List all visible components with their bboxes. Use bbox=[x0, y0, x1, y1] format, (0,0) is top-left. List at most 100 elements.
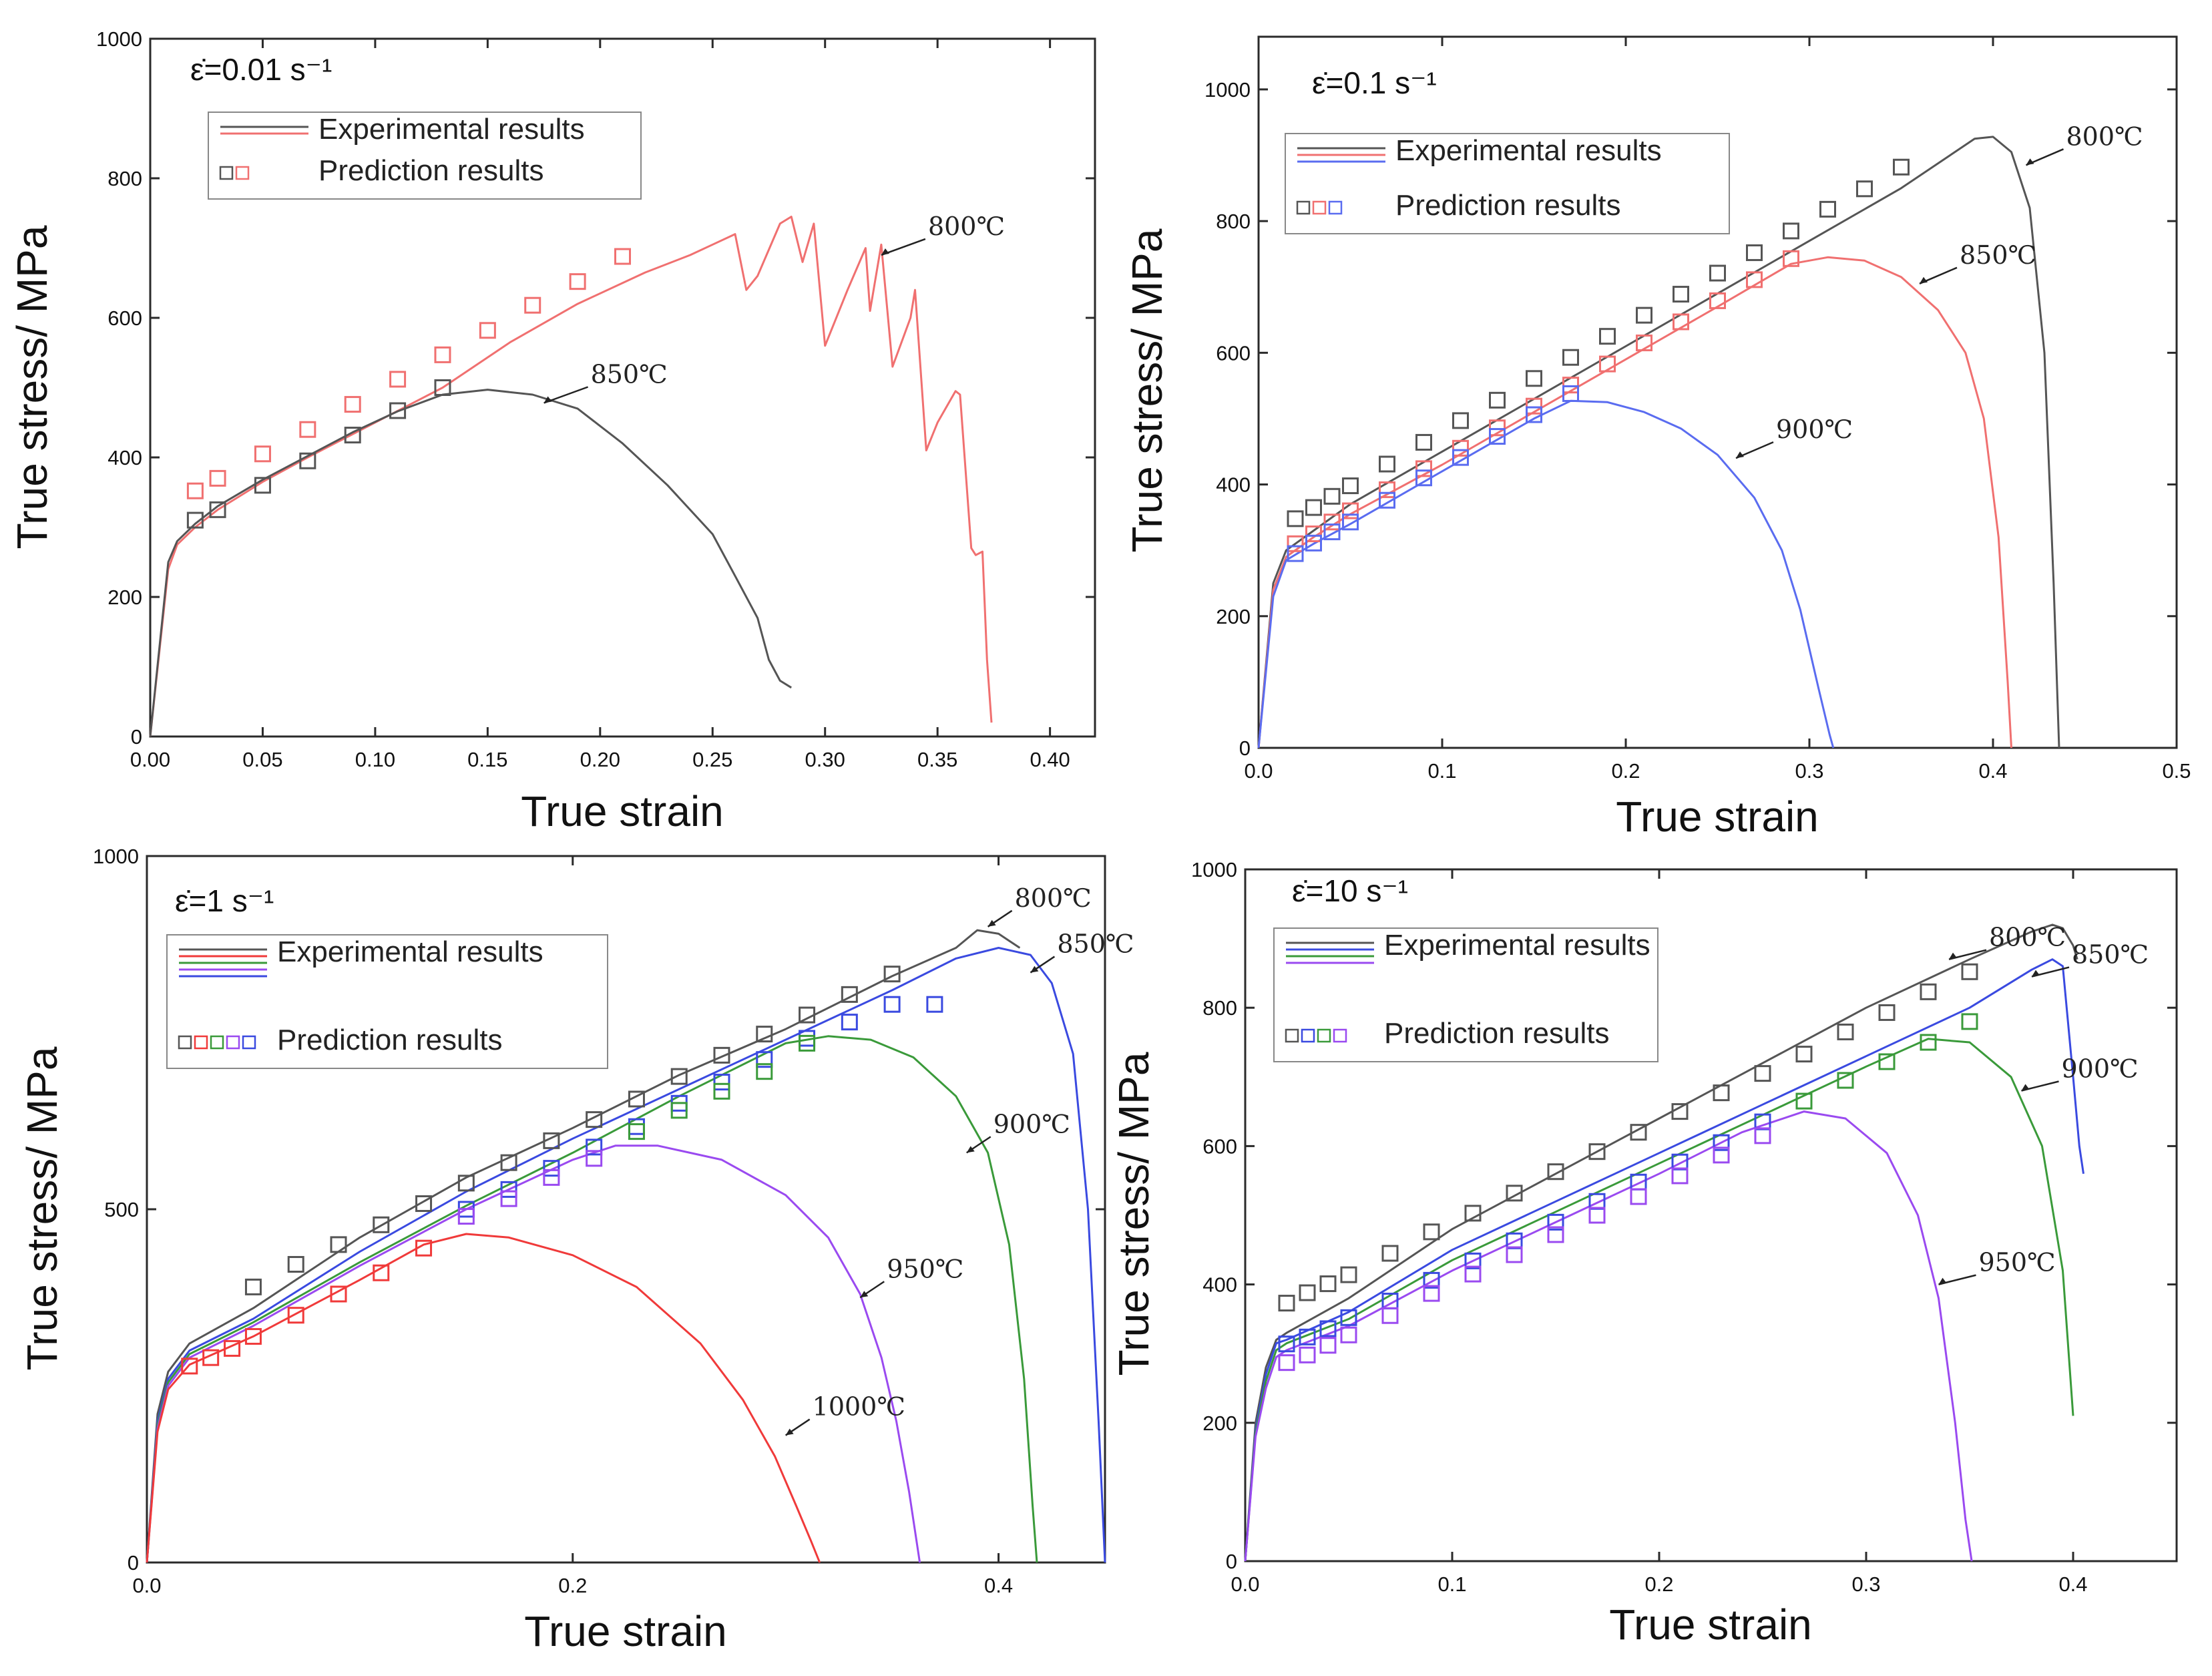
arrow-head bbox=[2032, 970, 2040, 977]
arrow-head bbox=[2021, 1084, 2030, 1091]
prediction-marker bbox=[1415, 469, 1432, 487]
y-axis-label: True stress/ MPa bbox=[1110, 1052, 1158, 1376]
x-tick-label: 0.5 bbox=[2162, 759, 2191, 783]
x-axis-label: True strain bbox=[524, 1607, 727, 1655]
prediction-marker bbox=[1299, 1328, 1316, 1345]
prediction-marker bbox=[299, 452, 316, 469]
y-tick-label: 600 bbox=[1202, 1134, 1237, 1158]
prediction-marker bbox=[202, 1349, 220, 1366]
prediction-marker bbox=[1278, 1354, 1295, 1372]
prediction-marker bbox=[1783, 222, 1799, 240]
prediction-marker bbox=[756, 1051, 773, 1068]
prediction-marker bbox=[389, 402, 407, 419]
prediction-marker bbox=[287, 1256, 304, 1273]
prediction-marker bbox=[756, 1063, 773, 1080]
x-tick-label: 0.0 bbox=[132, 1574, 161, 1597]
x-tick-label: 0.40 bbox=[1030, 748, 1070, 771]
prediction-marker bbox=[628, 1123, 645, 1140]
experimental-curve-800℃ bbox=[146, 929, 1021, 1563]
prediction-marker bbox=[713, 1074, 730, 1091]
arrow-head bbox=[1030, 966, 1039, 973]
experimental-curve-900℃ bbox=[146, 1035, 1038, 1563]
prediction-marker bbox=[1489, 428, 1506, 445]
prediction-marker bbox=[500, 1190, 517, 1207]
prediction-marker bbox=[1323, 513, 1341, 531]
prediction-marker bbox=[1381, 1307, 1399, 1324]
prediction-marker bbox=[799, 1006, 816, 1024]
prediction-marker bbox=[500, 1181, 517, 1198]
prediction-marker bbox=[1506, 1185, 1523, 1202]
arrow-head bbox=[881, 248, 889, 255]
y-tick-label: 600 bbox=[107, 306, 142, 330]
prediction-marker bbox=[883, 966, 901, 983]
arrow-head bbox=[860, 1291, 869, 1298]
prediction-marker bbox=[543, 1132, 560, 1149]
x-axis-label: True strain bbox=[1616, 793, 1819, 841]
prediction-marker bbox=[500, 1154, 517, 1171]
annotation-arrow bbox=[881, 238, 926, 256]
x-tick-label: 0.35 bbox=[917, 748, 957, 771]
experimental-curve-850℃ bbox=[146, 947, 1106, 1563]
prediction-marker bbox=[1673, 286, 1689, 303]
temperature-label: 1000℃ bbox=[813, 1392, 905, 1422]
temperature-label: 800℃ bbox=[2066, 122, 2143, 151]
prediction-marker bbox=[1464, 1252, 1482, 1269]
prediction-marker bbox=[186, 511, 204, 529]
strain-rate-label: ε̇=0.1 s⁻¹ bbox=[1312, 65, 1437, 100]
prediction-marker bbox=[1754, 1065, 1771, 1082]
x-tick-label: 0.20 bbox=[580, 748, 620, 771]
prediction-marker bbox=[1746, 244, 1763, 261]
experimental-curve-800℃ bbox=[1244, 923, 2078, 1562]
arrow-head bbox=[543, 396, 552, 403]
legend-prediction-label: Prediction results bbox=[318, 154, 543, 187]
arrow-head bbox=[987, 919, 996, 927]
prediction-marker bbox=[415, 1239, 433, 1257]
x-tick-label: 0.1 bbox=[1427, 759, 1456, 783]
y-tick-label: 0 bbox=[131, 725, 142, 749]
prediction-marker bbox=[1423, 1223, 1440, 1241]
prediction-marker bbox=[1452, 439, 1469, 457]
y-tick-label: 800 bbox=[1216, 210, 1251, 233]
legend-marker bbox=[1328, 200, 1343, 215]
strain-rate-label: ε̇=10 s⁻¹ bbox=[1292, 873, 1408, 908]
experimental-curve-900℃ bbox=[1257, 399, 1835, 749]
prediction-marker bbox=[1299, 1346, 1316, 1364]
prediction-marker bbox=[1878, 1053, 1896, 1070]
x-tick-label: 0.05 bbox=[242, 748, 282, 771]
prediction-marker bbox=[1415, 460, 1432, 477]
prediction-marker bbox=[543, 1169, 560, 1186]
legend-experimental-label: Experimental results bbox=[318, 113, 585, 146]
prediction-marker bbox=[224, 1339, 241, 1357]
prediction-marker bbox=[1423, 1271, 1440, 1289]
prediction-marker bbox=[1636, 335, 1652, 352]
prediction-marker bbox=[1547, 1226, 1564, 1243]
prediction-marker bbox=[254, 477, 271, 494]
prediction-marker bbox=[1630, 1188, 1647, 1205]
prediction-marker bbox=[1746, 271, 1763, 288]
x-axis-label: True strain bbox=[521, 787, 724, 835]
prediction-marker bbox=[1489, 391, 1506, 409]
temperature-label: 850℃ bbox=[1960, 240, 2036, 270]
prediction-marker bbox=[330, 1285, 347, 1303]
prediction-marker bbox=[434, 379, 451, 396]
prediction-marker bbox=[1783, 250, 1799, 267]
legend-marker bbox=[1317, 1028, 1331, 1043]
arrow-head bbox=[1938, 1277, 1947, 1285]
arrow-head bbox=[2026, 158, 2034, 166]
prediction-marker bbox=[569, 273, 586, 290]
x-tick-label: 0.0 bbox=[1231, 1573, 1259, 1596]
y-axis-label: True stress/ MPa bbox=[18, 1046, 66, 1370]
y-tick-label: 600 bbox=[1216, 341, 1251, 365]
prediction-marker bbox=[1547, 1213, 1564, 1231]
experimental-curve-950℃ bbox=[146, 1144, 921, 1563]
prediction-marker bbox=[457, 1208, 475, 1225]
prediction-marker bbox=[1287, 510, 1304, 528]
x-tick-label: 0.3 bbox=[1795, 759, 1823, 783]
prediction-marker bbox=[1526, 406, 1542, 423]
prediction-marker bbox=[344, 396, 361, 413]
prediction-marker bbox=[181, 1357, 198, 1375]
y-tick-label: 1000 bbox=[1204, 78, 1251, 101]
x-tick-label: 0.25 bbox=[692, 748, 732, 771]
prediction-marker bbox=[1562, 385, 1579, 402]
prediction-marker bbox=[1452, 449, 1469, 466]
